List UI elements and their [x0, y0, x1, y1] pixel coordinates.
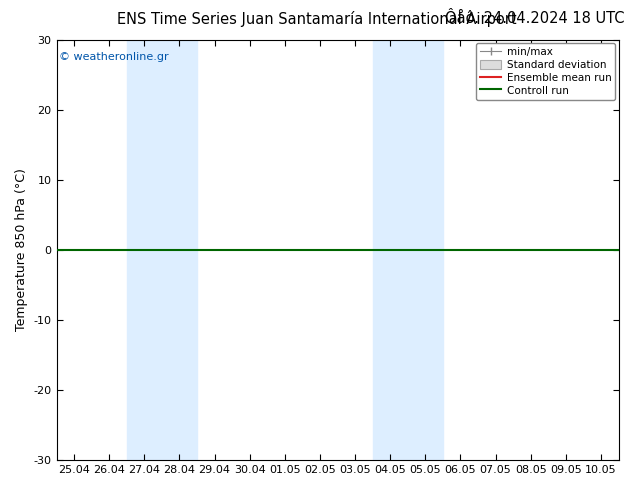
Legend: min/max, Standard deviation, Ensemble mean run, Controll run: min/max, Standard deviation, Ensemble me… [476, 43, 616, 100]
Text: ENS Time Series Juan Santamaría International Airport: ENS Time Series Juan Santamaría Internat… [117, 11, 517, 27]
Text: © weatheronline.gr: © weatheronline.gr [60, 52, 169, 62]
Text: Ôåô. 24.04.2024 18 UTC: Ôåô. 24.04.2024 18 UTC [445, 11, 624, 26]
Y-axis label: Temperature 850 hPa (°C): Temperature 850 hPa (°C) [15, 169, 28, 331]
Bar [373, 40, 443, 460]
Bar [127, 40, 197, 460]
